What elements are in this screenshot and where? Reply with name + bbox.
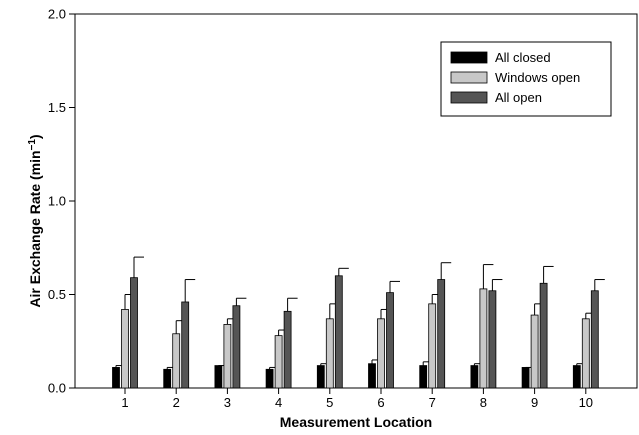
bar (479, 288, 488, 389)
x-tick-label: 5 (326, 395, 333, 410)
bar (181, 301, 190, 389)
x-axis-title: Measurement Location (280, 414, 432, 430)
x-tick-label: 6 (377, 395, 384, 410)
bar (572, 365, 581, 389)
legend-label: All open (495, 90, 542, 105)
x-tick-label: 9 (531, 395, 538, 410)
y-tick-label: 2.0 (48, 7, 66, 22)
bar (334, 275, 343, 389)
legend-swatch (450, 91, 488, 104)
x-tick-label: 2 (173, 395, 180, 410)
bar (283, 310, 292, 389)
legend-swatch (450, 51, 488, 64)
bar (590, 290, 599, 389)
bar (530, 314, 539, 389)
x-axis-ticks: 1 2 3 4 5 6 7 8 9 10 (121, 388, 593, 410)
bar (437, 279, 446, 389)
x-tick-label: 4 (275, 395, 282, 410)
legend-swatch (450, 71, 488, 84)
bar (325, 318, 334, 389)
x-tick-label: 7 (429, 395, 436, 410)
y-axis-title: Air Exchange Rate (min−1) (27, 134, 43, 307)
bar (539, 282, 548, 389)
y-axis-title-exponent: −1 (27, 139, 38, 151)
bar (470, 365, 479, 389)
bar (232, 305, 241, 389)
bar (428, 303, 437, 389)
bar (172, 333, 181, 389)
bar (223, 324, 232, 389)
bar (521, 367, 530, 389)
bar (274, 335, 283, 389)
bar (386, 292, 394, 389)
y-tick-label: 1.0 (48, 194, 66, 209)
y-axis-title-main: Air Exchange Rate (min (27, 150, 43, 307)
y-tick-label: 1.5 (48, 100, 66, 115)
bar (121, 309, 129, 389)
x-tick-label: 8 (480, 395, 487, 410)
x-tick-label: 1 (121, 395, 128, 410)
bar (316, 365, 325, 389)
legend: All closed Windows open All open (440, 41, 612, 117)
bar (214, 365, 223, 389)
y-axis-title-tail: ) (27, 134, 43, 139)
bar (265, 368, 274, 389)
bar (130, 277, 138, 389)
y-axis-ticks: 0.0 0.5 1.0 1.5 2.0 (48, 7, 75, 396)
y-tick-label: 0.5 (48, 287, 66, 302)
x-tick-label: 3 (224, 395, 231, 410)
bar (488, 290, 497, 389)
bar (368, 363, 376, 389)
bars-layer (112, 256, 605, 389)
bar (112, 367, 120, 389)
y-tick-label: 0.0 (48, 381, 66, 396)
bar (419, 365, 428, 389)
bar (581, 318, 590, 389)
bar (163, 368, 172, 389)
bar (377, 318, 385, 389)
x-tick-label: 10 (579, 395, 593, 410)
legend-label: Windows open (495, 70, 580, 85)
legend-label: All closed (495, 50, 551, 65)
